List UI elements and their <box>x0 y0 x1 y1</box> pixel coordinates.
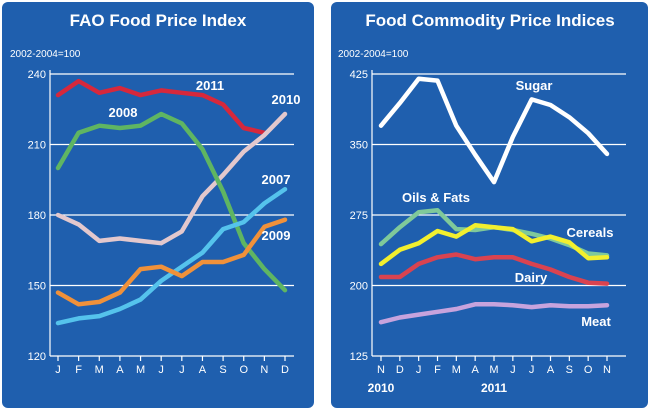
series-label: Dairy <box>515 270 548 285</box>
x-tick-label: J <box>179 364 185 376</box>
series-label: 2011 <box>196 78 224 93</box>
series-label: Sugar <box>516 78 553 93</box>
left-panel-background <box>2 2 314 408</box>
x-tick-label: F <box>434 364 441 376</box>
x-tick-label: J <box>510 364 516 376</box>
series-line-cereals <box>378 223 610 267</box>
series-label: 2010 <box>272 92 301 107</box>
x-tick-label: S <box>219 364 226 376</box>
year-label: 2011 <box>481 381 507 395</box>
x-tick-label: N <box>260 364 268 376</box>
x-tick-label: O <box>584 364 593 376</box>
x-tick-label: N <box>603 364 611 376</box>
x-tick-label: M <box>95 364 104 376</box>
year-label: 2010 <box>368 381 395 395</box>
series-label: Meat <box>581 314 611 329</box>
x-tick-label: J <box>158 364 164 376</box>
x-tick-label: D <box>396 364 404 376</box>
y-tick-label: 275 <box>350 210 368 222</box>
x-tick-label: F <box>75 364 82 376</box>
series-label: 2009 <box>262 228 291 243</box>
x-tick-label: O <box>239 364 248 376</box>
x-tick-label: N <box>377 364 385 376</box>
x-tick-label: A <box>116 364 124 376</box>
series-line-2011 <box>55 78 267 136</box>
series-line-2009 <box>55 217 288 307</box>
y-tick-label: 180 <box>28 210 46 222</box>
y-tick-label: 200 <box>350 281 368 293</box>
series-label: 2008 <box>109 105 138 120</box>
y-tick-label: 150 <box>28 281 46 293</box>
x-tick-label: J <box>55 364 61 376</box>
x-tick-label: M <box>136 364 145 376</box>
y-tick-label: 125 <box>350 351 368 363</box>
y-tick-label: 240 <box>28 69 46 81</box>
y-tick-label: 350 <box>350 140 368 152</box>
series-label: Oils & Fats <box>402 190 470 205</box>
y-tick-label: 210 <box>28 140 46 152</box>
x-tick-label: M <box>452 364 461 376</box>
y-tick-label: 425 <box>350 69 368 81</box>
x-tick-label: S <box>566 364 573 376</box>
x-tick-label: A <box>471 364 479 376</box>
left-chart-title: FAO Food Price Index <box>70 11 247 30</box>
x-tick-label: D <box>281 364 289 376</box>
commodity-price-indices-panel: Food Commodity Price Indices 2002-2004=1… <box>331 2 648 408</box>
x-tick-label: M <box>489 364 498 376</box>
series-line-2010 <box>55 111 288 246</box>
right-chart-unit: 2002-2004=100 <box>338 49 409 60</box>
y-tick-label: 120 <box>28 351 46 363</box>
series-line-dairy <box>378 252 610 286</box>
right-panel-background <box>331 2 648 408</box>
series-label: Cereals <box>567 225 614 240</box>
x-tick-label: A <box>547 364 555 376</box>
left-chart-unit: 2002-2004=100 <box>10 49 81 60</box>
food-price-index-panel: FAO Food Price Index 2002-2004=100 120 15… <box>2 2 314 408</box>
x-tick-label: J <box>529 364 535 376</box>
series-line-meat <box>378 302 610 325</box>
series-line-sugar <box>378 76 610 185</box>
x-tick-label: J <box>416 364 422 376</box>
right-chart-title: Food Commodity Price Indices <box>365 11 614 30</box>
series-label: 2007 <box>262 172 291 187</box>
x-tick-label: A <box>199 364 207 376</box>
